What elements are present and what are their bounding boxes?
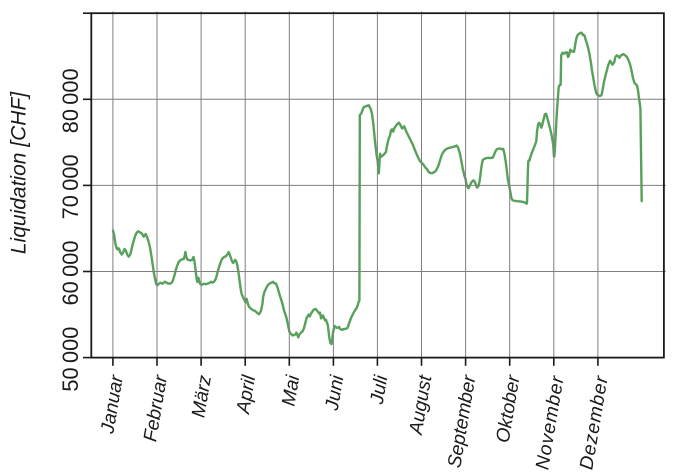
svg-text:Liquidation [CHF]: Liquidation [CHF] [8,91,31,254]
svg-text:60 000: 60 000 [58,241,83,306]
svg-text:Juli: Juli [367,373,393,406]
svg-text:August: August [406,373,437,437]
svg-text:November: November [532,374,568,471]
svg-text:70 000: 70 000 [58,154,83,219]
svg-text:Juni: Juni [322,373,349,413]
svg-text:Oktober: Oktober [493,373,525,444]
svg-text:April: April [233,373,260,416]
svg-text:März: März [188,373,216,419]
svg-text:Dezember: Dezember [576,374,612,471]
svg-text:Februar: Februar [140,373,172,443]
svg-text:Mai: Mai [278,373,304,408]
svg-text:September: September [444,373,480,469]
svg-text:80 000: 80 000 [58,68,83,133]
svg-text:Januar: Januar [97,373,128,436]
svg-text:50 000: 50 000 [58,327,83,392]
